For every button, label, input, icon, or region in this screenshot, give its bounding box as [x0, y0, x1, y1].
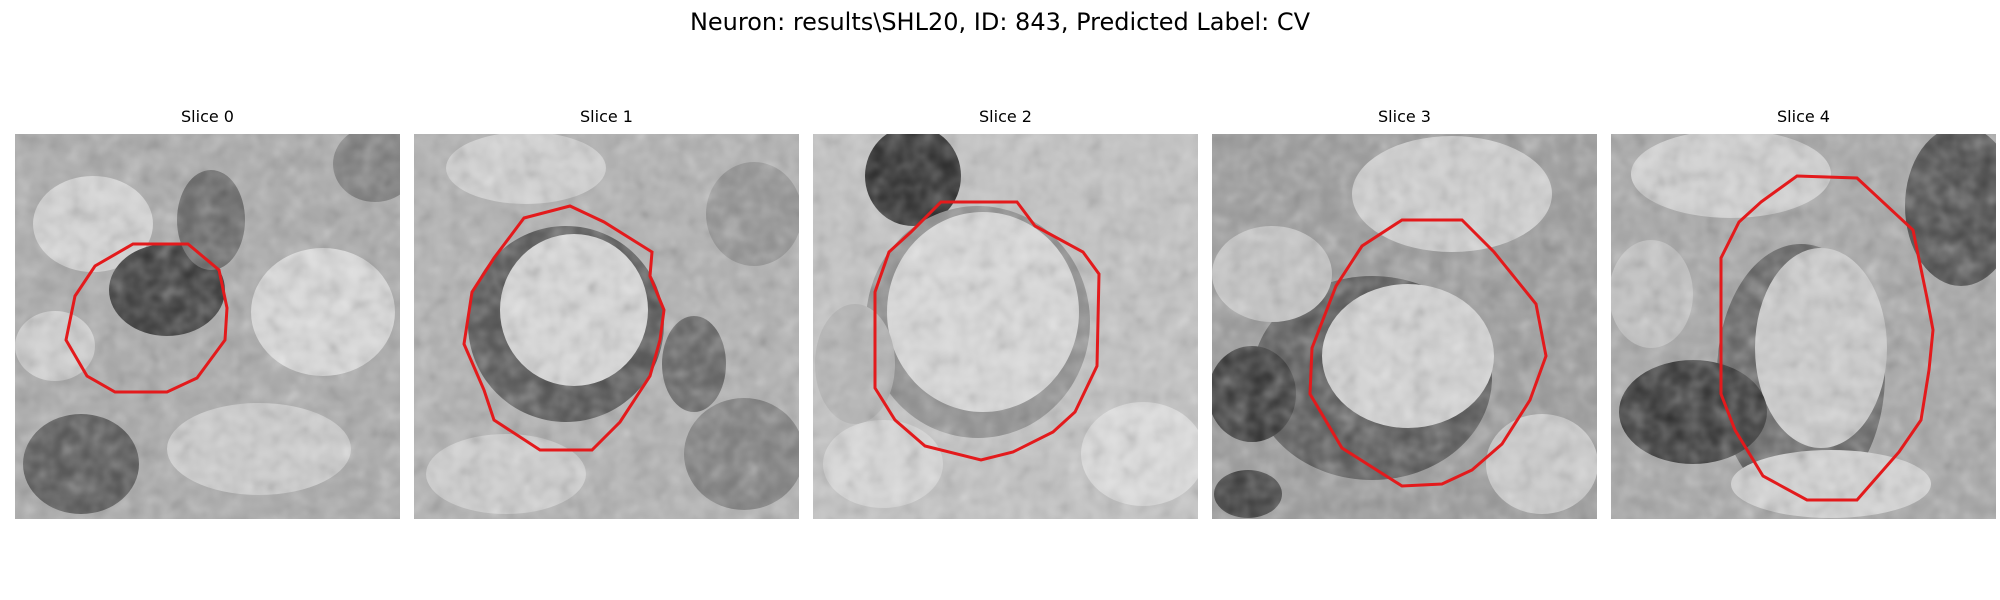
slice-title: Slice 0: [181, 107, 234, 126]
slice-title: Slice 4: [1777, 107, 1830, 126]
figure-title: Neuron: results\SHL20, ID: 843, Predicte…: [689, 8, 1311, 36]
slice-title: Slice 2: [979, 107, 1032, 126]
slice-image: [1212, 134, 1597, 519]
slice-image: [414, 134, 799, 519]
slice-title: Slice 3: [1378, 107, 1431, 126]
slice-title: Slice 1: [580, 107, 633, 126]
slice-image: [15, 134, 400, 519]
roi-contour: [64, 242, 229, 394]
roi-contour: [1308, 218, 1548, 488]
roi-contour: [1719, 174, 1935, 502]
roi-contour: [462, 204, 666, 452]
slice-image: [1611, 134, 1996, 519]
slice-image: [813, 134, 1198, 519]
roi-contour: [873, 200, 1101, 462]
